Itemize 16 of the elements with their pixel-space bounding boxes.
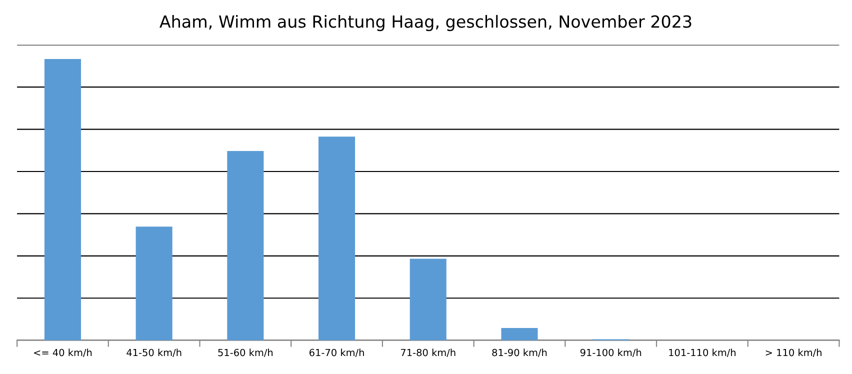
bar [318,136,356,340]
x-tick-label: 101-110 km/h [669,348,736,357]
x-tick-label: 51-60 km/h [218,348,273,357]
bar [136,226,172,340]
bar [501,328,538,340]
x-tick-label: 91-100 km/h [580,348,642,357]
x-tick-label: 71-80 km/h [400,348,456,357]
chart-title: Aham, Wimm aus Richtung Haag, geschlossen, November 2023 [160,14,692,32]
x-tick-label: 81-90 km/h [492,348,547,357]
x-tick-label: <= 40 km/h [34,348,92,357]
bar [44,58,81,340]
x-tick-label: 41-50 km/h [126,348,182,357]
bar [410,258,446,340]
bar [227,150,264,340]
x-tick-label: > 110 km/h [766,348,822,357]
x-tick-label: 61-70 km/h [310,348,364,357]
